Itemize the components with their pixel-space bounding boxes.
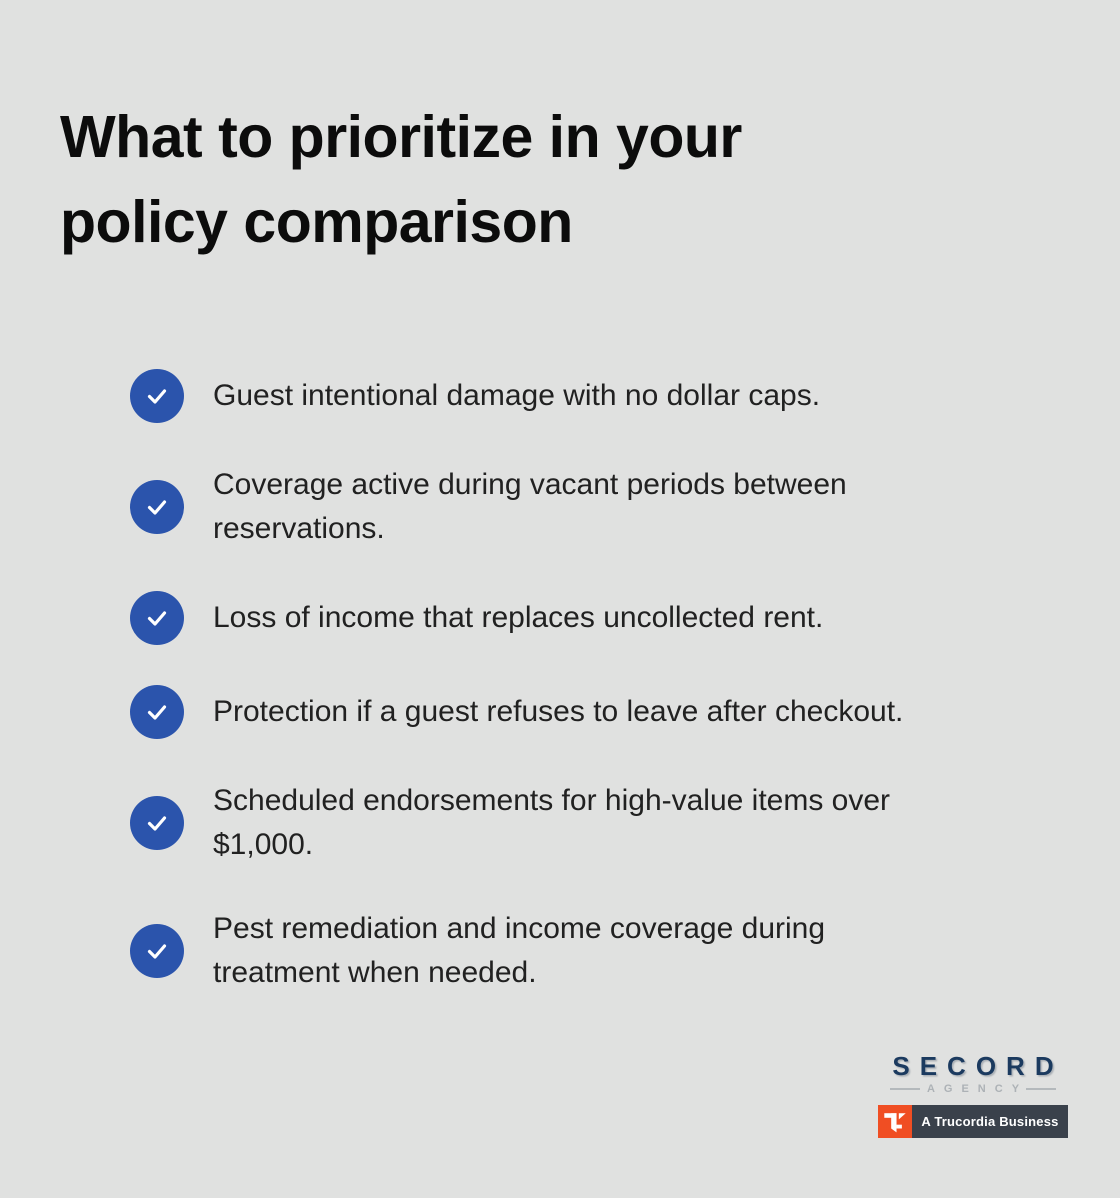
list-item-text: Loss of income that replaces uncollected… bbox=[213, 601, 824, 634]
rule-right bbox=[1026, 1088, 1057, 1090]
list-item-text: Guest intentional damage with no dollar … bbox=[213, 379, 821, 412]
list-item-text: Scheduled endorsements for high-value it… bbox=[213, 784, 891, 861]
page-title: What to prioritize in your policy compar… bbox=[60, 104, 742, 255]
check-icon bbox=[130, 369, 184, 423]
list-item: Loss of income that replaces uncollected… bbox=[130, 591, 1010, 645]
brand-subtitle: AGENCY bbox=[926, 1083, 1029, 1095]
trucordia-badge: A Trucordia Business bbox=[878, 1105, 1068, 1138]
rule-left bbox=[889, 1088, 920, 1090]
list-item: Scheduled endorsements for high-value it… bbox=[130, 779, 1010, 867]
trucordia-mark-icon bbox=[878, 1105, 913, 1138]
list-item: Pest remediation and income coverage dur… bbox=[130, 907, 1010, 995]
list-item-text: Pest remediation and income coverage dur… bbox=[213, 912, 826, 989]
list-item-text: Coverage active during vacant periods be… bbox=[213, 468, 847, 545]
check-icon bbox=[130, 591, 184, 645]
check-icon bbox=[130, 924, 184, 978]
list-item: Guest intentional damage with no dollar … bbox=[130, 369, 1010, 423]
list-item: Coverage active during vacant periods be… bbox=[130, 463, 1010, 551]
check-icon bbox=[130, 480, 184, 534]
check-icon bbox=[130, 796, 184, 850]
check-icon bbox=[130, 685, 184, 739]
list-item-text: Protection if a guest refuses to leave a… bbox=[213, 695, 904, 728]
badge-text: A Trucordia Business bbox=[912, 1105, 1068, 1138]
brand-name: SECORD bbox=[892, 1051, 1064, 1081]
checklist: Guest intentional damage with no dollar … bbox=[130, 369, 1010, 995]
brand-logo: SECORD AGENCY A Trucordia Business bbox=[878, 1051, 1068, 1138]
list-item: Protection if a guest refuses to leave a… bbox=[130, 685, 1010, 739]
brand-subtitle-row: AGENCY bbox=[880, 1083, 1066, 1095]
